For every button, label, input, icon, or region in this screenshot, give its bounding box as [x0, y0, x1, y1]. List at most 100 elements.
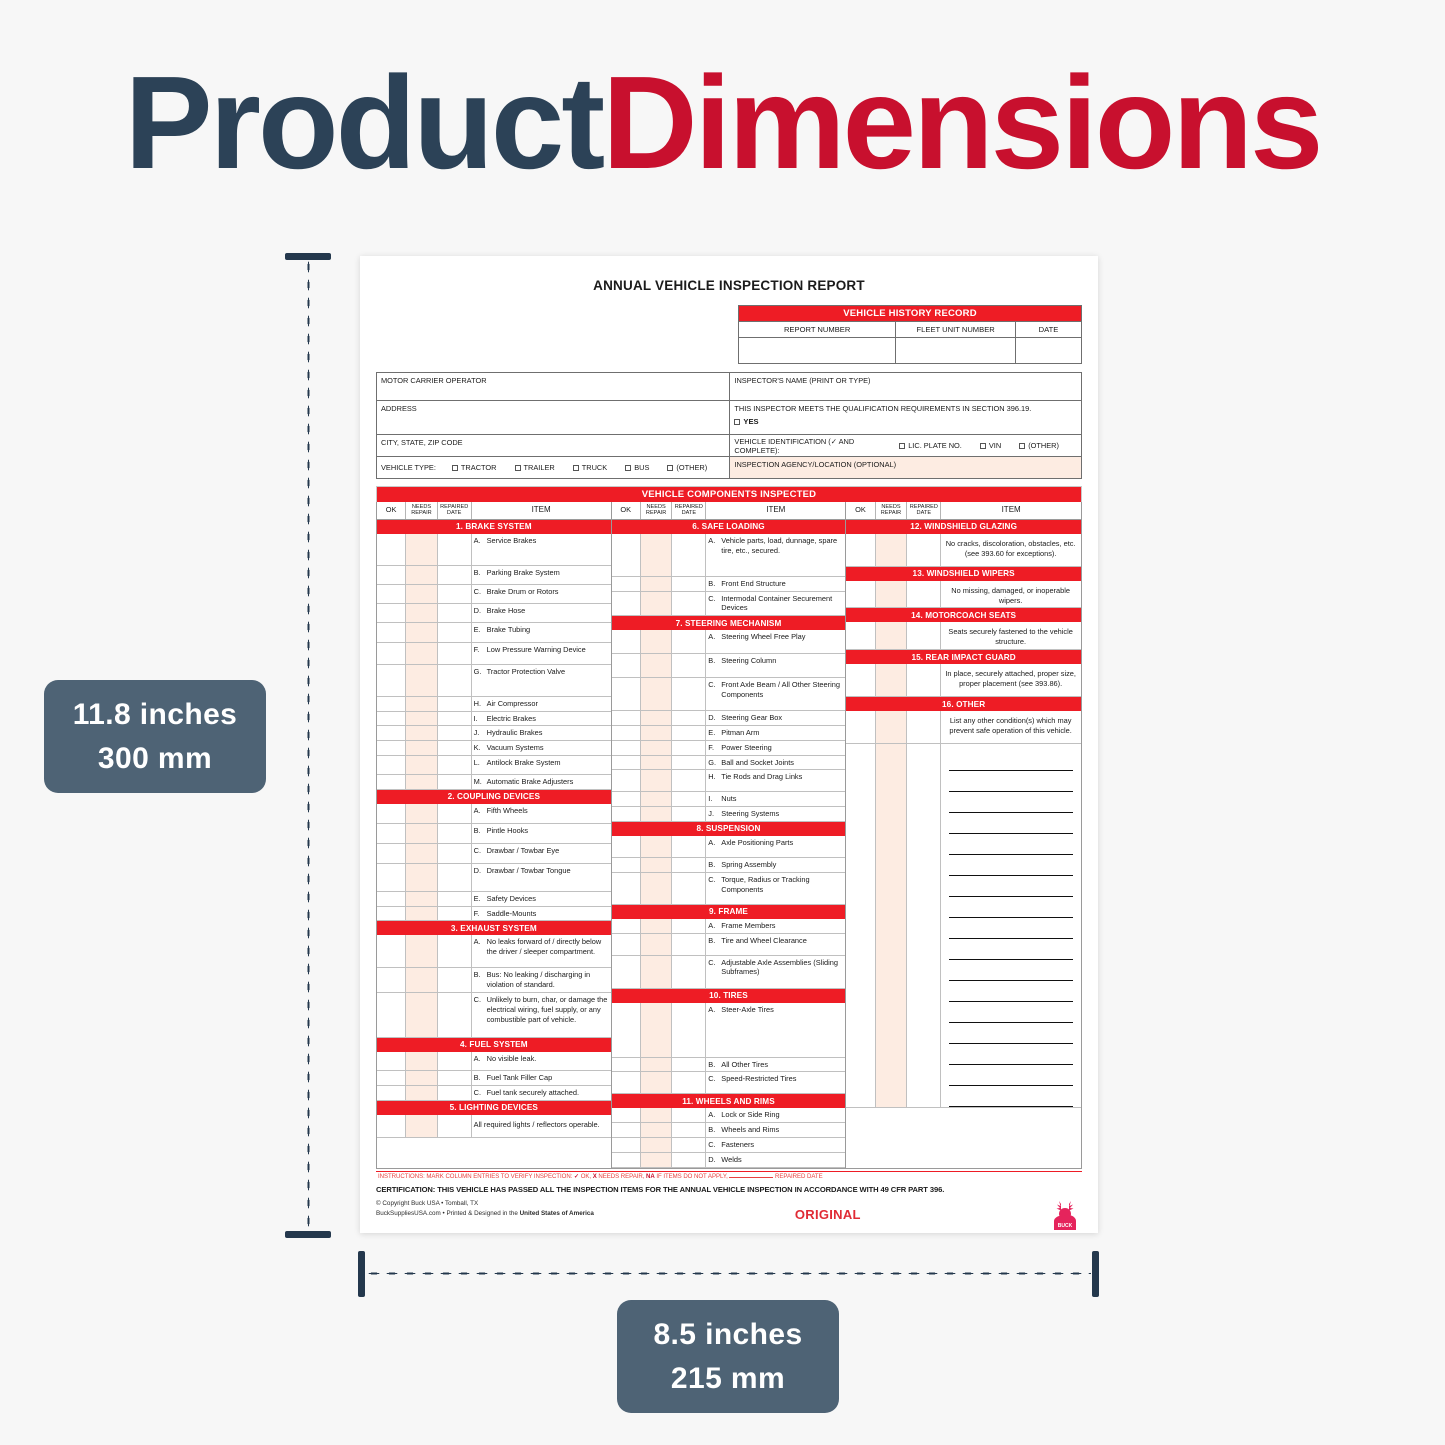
cell-needs-repair[interactable] — [875, 533, 908, 566]
cell-ok[interactable] — [377, 803, 407, 823]
cell-ok[interactable] — [377, 533, 407, 565]
cell-needs-repair[interactable] — [406, 1085, 438, 1100]
write-in-line[interactable] — [949, 813, 1073, 834]
cell-ok[interactable] — [612, 918, 641, 933]
cell-ok[interactable] — [612, 835, 641, 857]
write-in-line[interactable] — [949, 939, 1073, 960]
cell-repaired-date[interactable] — [438, 992, 472, 1037]
checkbox-icon-yes[interactable] — [734, 419, 741, 425]
write-in-line[interactable] — [949, 1023, 1073, 1044]
cell-ok[interactable] — [377, 741, 407, 755]
cell-ok[interactable] — [846, 533, 876, 566]
cell-needs-repair[interactable] — [640, 533, 673, 576]
cell-ok[interactable] — [846, 622, 876, 649]
cell-ok[interactable] — [377, 863, 407, 891]
cell-ok[interactable] — [612, 1057, 641, 1072]
cell-needs-repair[interactable] — [640, 678, 673, 711]
vhr-input-fleet-unit-number[interactable] — [896, 338, 1016, 363]
field-address[interactable]: ADDRESS — [377, 400, 731, 434]
cell-repaired-date[interactable] — [672, 1072, 707, 1094]
cell-needs-repair[interactable] — [406, 968, 438, 992]
cell-repaired-date[interactable] — [672, 792, 707, 807]
checkbox-icon-truck[interactable] — [572, 465, 579, 471]
checkbox-icon-lic-plate[interactable] — [899, 443, 906, 449]
cell-needs-repair[interactable] — [406, 584, 438, 603]
cell-needs-repair[interactable] — [640, 1072, 673, 1094]
cell-ok[interactable] — [377, 603, 407, 622]
cell-needs-repair[interactable] — [406, 756, 438, 774]
cell-repaired-date[interactable] — [438, 803, 472, 823]
cell-needs-repair[interactable] — [406, 622, 438, 642]
cell-repaired-date[interactable] — [672, 1152, 707, 1167]
cell-repaired-date[interactable] — [438, 1070, 472, 1085]
cell-repaired-date[interactable] — [672, 755, 707, 770]
cell-needs-repair[interactable] — [640, 835, 673, 857]
cell-ok[interactable] — [377, 843, 407, 863]
cell-ok[interactable] — [846, 744, 876, 1107]
cell-repaired-date[interactable] — [672, 1057, 707, 1072]
cell-repaired-date[interactable] — [672, 591, 707, 616]
cell-needs-repair[interactable] — [875, 580, 908, 608]
cell-needs-repair[interactable] — [406, 863, 438, 891]
write-in-line[interactable] — [949, 855, 1073, 876]
cell-ok[interactable] — [377, 1051, 407, 1070]
cell-needs-repair[interactable] — [406, 565, 438, 584]
cell-repaired-date[interactable] — [907, 711, 942, 743]
cell-needs-repair[interactable] — [406, 741, 438, 755]
cell-repaired-date[interactable] — [672, 654, 707, 678]
write-in-line[interactable] — [949, 876, 1073, 897]
cell-ok[interactable] — [377, 726, 407, 741]
cell-repaired-date[interactable] — [907, 664, 942, 696]
cell-repaired-date[interactable] — [438, 906, 472, 921]
cell-ok[interactable] — [612, 591, 641, 616]
cell-repaired-date[interactable] — [907, 622, 942, 649]
cell-ok[interactable] — [612, 792, 641, 807]
cell-ok[interactable] — [612, 1123, 641, 1137]
cell-repaired-date[interactable] — [438, 1114, 472, 1137]
cell-needs-repair[interactable] — [406, 843, 438, 863]
cell-needs-repair[interactable] — [875, 664, 908, 696]
cell-repaired-date[interactable] — [672, 835, 707, 857]
cell-repaired-date[interactable] — [672, 918, 707, 933]
cell-ok[interactable] — [612, 654, 641, 678]
cell-needs-repair[interactable] — [406, 533, 438, 565]
cell-ok[interactable] — [377, 1070, 407, 1085]
cell-repaired-date[interactable] — [438, 622, 472, 642]
cell-repaired-date[interactable] — [438, 726, 472, 741]
cell-needs-repair[interactable] — [640, 955, 673, 988]
cell-repaired-date[interactable] — [438, 891, 472, 906]
cell-repaired-date[interactable] — [907, 744, 942, 1107]
cell-ok[interactable] — [377, 711, 407, 726]
cell-ok[interactable] — [612, 533, 641, 576]
cell-ok[interactable] — [377, 823, 407, 843]
cell-ok[interactable] — [612, 740, 641, 755]
cell-ok[interactable] — [846, 711, 876, 743]
cell-needs-repair[interactable] — [640, 933, 673, 955]
cell-needs-repair[interactable] — [406, 1070, 438, 1085]
cell-ok[interactable] — [612, 1152, 641, 1167]
qualification-yes-row[interactable]: YES — [734, 417, 1077, 426]
cell-repaired-date[interactable] — [438, 823, 472, 843]
cell-ok[interactable] — [377, 1085, 407, 1100]
cell-repaired-date[interactable] — [672, 807, 707, 821]
cell-needs-repair[interactable] — [640, 872, 673, 904]
cell-ok[interactable] — [377, 696, 407, 711]
cell-ok[interactable] — [612, 857, 641, 872]
vehicle-id-option-lic-plate[interactable]: LIC. PLATE NO. — [899, 441, 962, 450]
cell-repaired-date[interactable] — [672, 726, 707, 740]
write-in-line[interactable] — [949, 1002, 1073, 1023]
cell-repaired-date[interactable] — [672, 857, 707, 872]
cell-needs-repair[interactable] — [640, 1152, 673, 1167]
field-inspector-name[interactable]: INSPECTOR'S NAME (PRINT OR TYPE) — [730, 372, 1081, 400]
write-in-line[interactable] — [949, 1065, 1073, 1086]
write-in-line[interactable] — [949, 918, 1073, 939]
write-in-line[interactable] — [949, 750, 1073, 771]
cell-ok[interactable] — [612, 1108, 641, 1123]
cell-ok[interactable] — [377, 756, 407, 774]
write-in-line[interactable] — [949, 792, 1073, 813]
cell-repaired-date[interactable] — [438, 642, 472, 664]
cell-repaired-date[interactable] — [907, 580, 942, 608]
cell-needs-repair[interactable] — [406, 696, 438, 711]
cell-needs-repair[interactable] — [406, 992, 438, 1037]
cell-repaired-date[interactable] — [672, 740, 707, 755]
